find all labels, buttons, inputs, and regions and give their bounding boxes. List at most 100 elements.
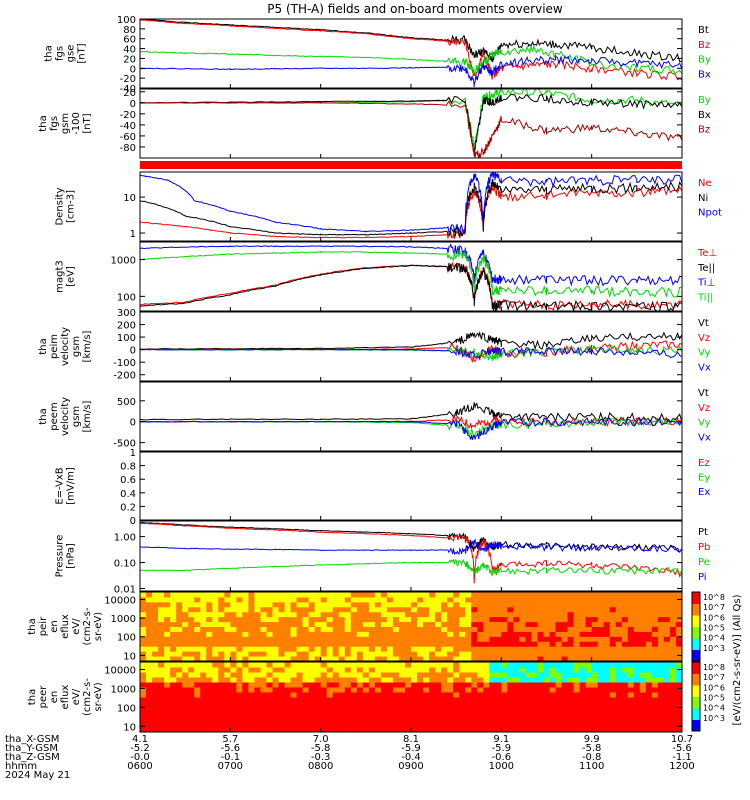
colorbar-cell — [692, 721, 700, 725]
heatmap-cell — [675, 631, 683, 637]
heatmap-cell — [657, 651, 665, 657]
heatmap-cell — [266, 631, 273, 637]
heatmap-cell — [615, 592, 623, 598]
heatmap-cell — [146, 682, 153, 688]
heatmap-cell — [284, 596, 292, 603]
y-tick-label: -60 — [120, 132, 136, 143]
heatmap-cell — [272, 646, 280, 652]
heatmap-cell — [152, 651, 159, 657]
heatmap-cell — [441, 722, 448, 728]
heatmap-cell — [398, 656, 406, 662]
heatmap-cell — [627, 592, 635, 598]
heatmap-cell — [386, 592, 394, 598]
heatmap-cell — [435, 667, 442, 673]
heatmap-cell — [519, 631, 526, 637]
heatmap-cell — [411, 631, 418, 637]
heatmap-cell — [248, 697, 255, 703]
heatmap-cell — [555, 621, 563, 627]
heatmap-cell — [513, 592, 520, 598]
heatmap-cell — [146, 596, 153, 603]
colorbar-cell — [692, 638, 700, 641]
heatmap-cell — [513, 707, 520, 713]
heatmap-cell — [555, 712, 563, 718]
heatmap-cell — [290, 641, 298, 647]
heatmap-cell — [459, 727, 466, 733]
heatmap-cell — [501, 682, 508, 688]
heatmap-cell — [549, 592, 557, 598]
heatmap-cell — [404, 712, 412, 718]
heatmap-cell — [398, 672, 406, 678]
heatmap-cell — [537, 592, 544, 598]
heatmap-cell — [392, 672, 400, 678]
heatmap-cell — [537, 651, 544, 657]
heatmap-cell — [374, 616, 382, 623]
heatmap-cell — [609, 667, 617, 673]
heatmap-cell — [555, 692, 563, 698]
heatmap-cell — [398, 646, 406, 652]
heatmap-cell — [380, 601, 388, 608]
colorbar-cell — [692, 631, 700, 634]
heatmap-cell — [579, 697, 587, 703]
y-axis-label: thapeemvelocitygsm[km/s] — [38, 397, 93, 436]
heatmap-cell — [573, 697, 581, 703]
y-axis-label: thapeimvelocitygsm[km/s] — [38, 327, 93, 366]
heatmap-cell — [483, 692, 490, 698]
heatmap-cell — [435, 592, 442, 598]
heatmap-cell — [158, 667, 165, 673]
heatmap-cell — [525, 631, 532, 637]
heatmap-cell — [561, 592, 569, 598]
heatmap-cell — [519, 641, 526, 647]
heatmap-cell — [531, 611, 538, 618]
heatmap-cell — [242, 631, 249, 637]
heatmap-cell — [507, 692, 514, 698]
heatmap-cell — [513, 727, 520, 733]
heatmap-cell — [483, 656, 490, 662]
heatmap-cell — [591, 621, 599, 627]
heatmap-cell — [537, 727, 544, 733]
heatmap-cell — [350, 646, 358, 652]
heatmap-cell — [507, 707, 514, 713]
y-tick-label: 0.01 — [114, 584, 136, 595]
heatmap-cell — [429, 662, 436, 668]
heatmap-cell — [525, 641, 532, 647]
heatmap-cell — [585, 702, 593, 708]
colorbar-cell — [692, 642, 700, 646]
legend-label: Ti|| — [697, 292, 713, 303]
heatmap-cell — [326, 722, 334, 728]
heatmap-cell — [308, 656, 316, 662]
heatmap-cell — [266, 606, 273, 613]
heatmap-cell — [579, 672, 587, 678]
heatmap-cell — [471, 611, 478, 618]
heatmap-cell — [200, 697, 207, 703]
heatmap-cell — [441, 621, 448, 627]
heatmap-cell — [230, 631, 237, 637]
heatmap-cell — [483, 727, 490, 733]
heatmap-cell — [615, 662, 623, 668]
heatmap-cell — [296, 601, 304, 608]
heatmap-cell — [218, 631, 225, 637]
heatmap-cell — [146, 631, 153, 637]
heatmap-cell — [417, 717, 424, 723]
heatmap-cell — [272, 601, 280, 608]
heatmap-cell — [176, 677, 183, 683]
heatmap-cell — [435, 687, 442, 693]
heatmap-cell — [423, 712, 430, 718]
heatmap-cell — [447, 601, 454, 608]
heatmap-cell — [380, 592, 388, 598]
heatmap-cell — [519, 616, 526, 623]
heatmap-cell — [435, 641, 442, 647]
heatmap-cell — [603, 616, 611, 623]
heatmap-cell — [386, 672, 394, 678]
heatmap-cell — [435, 606, 442, 613]
heatmap-cell — [495, 702, 502, 708]
heatmap-cell — [146, 662, 153, 668]
heatmap-cell — [651, 646, 659, 652]
heatmap-cell — [663, 616, 671, 623]
heatmap-cell — [236, 662, 243, 668]
heatmap-cell — [555, 616, 563, 623]
heatmap-cell — [537, 621, 544, 627]
heatmap-cell — [386, 646, 394, 652]
heatmap-cell — [182, 692, 189, 698]
heatmap-cell — [164, 616, 171, 623]
